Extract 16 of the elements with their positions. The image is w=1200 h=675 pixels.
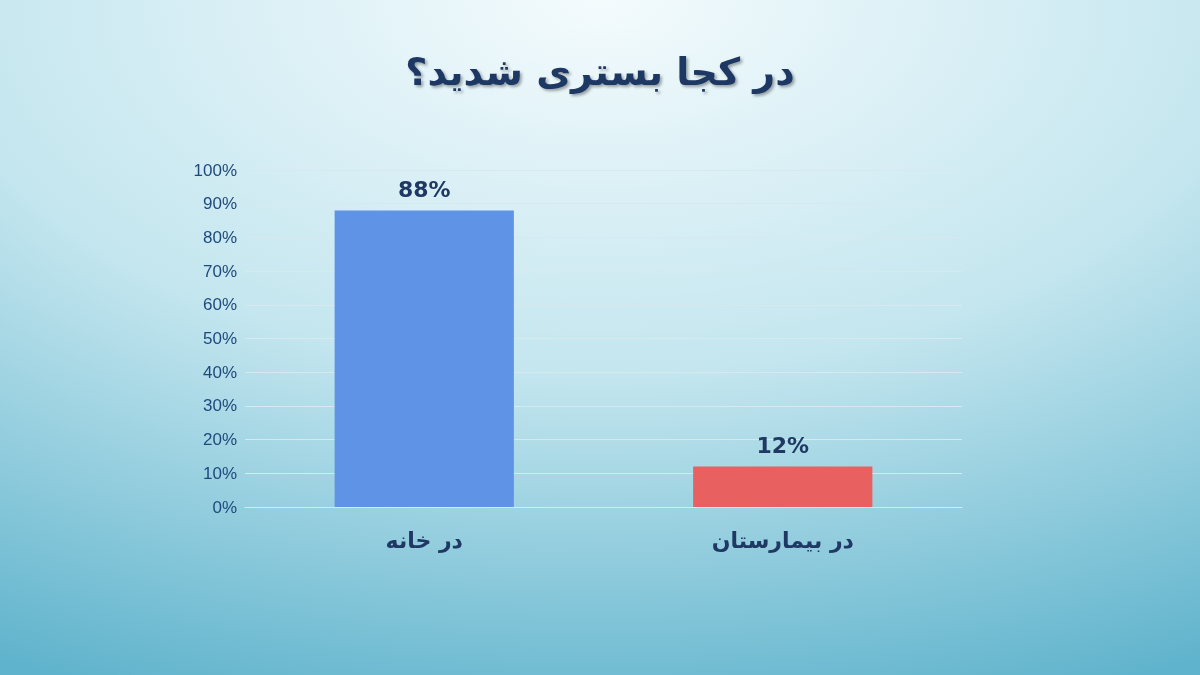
data-label: 12% xyxy=(756,433,810,459)
chart-title: در کجا بستری شدید؟ xyxy=(405,50,795,94)
y-tick-label: 30% xyxy=(202,396,237,416)
data-label: 88% xyxy=(397,176,451,202)
x-tick-label: در بیمارستان xyxy=(711,527,854,553)
y-tick-label: 60% xyxy=(202,295,237,315)
y-tick-label: 50% xyxy=(202,329,237,348)
y-tick-label: 10% xyxy=(202,463,237,483)
y-tick-label: 100% xyxy=(193,160,237,180)
y-tick-label: 20% xyxy=(202,430,237,450)
y-tick-label: 70% xyxy=(202,261,237,281)
y-tick-label: 0% xyxy=(212,497,237,517)
y-tick-label: 80% xyxy=(202,227,237,247)
y-tick-label: 90% xyxy=(202,194,237,214)
x-tick-label: در خانه xyxy=(385,527,463,553)
y-tick-label: 40% xyxy=(202,362,237,382)
